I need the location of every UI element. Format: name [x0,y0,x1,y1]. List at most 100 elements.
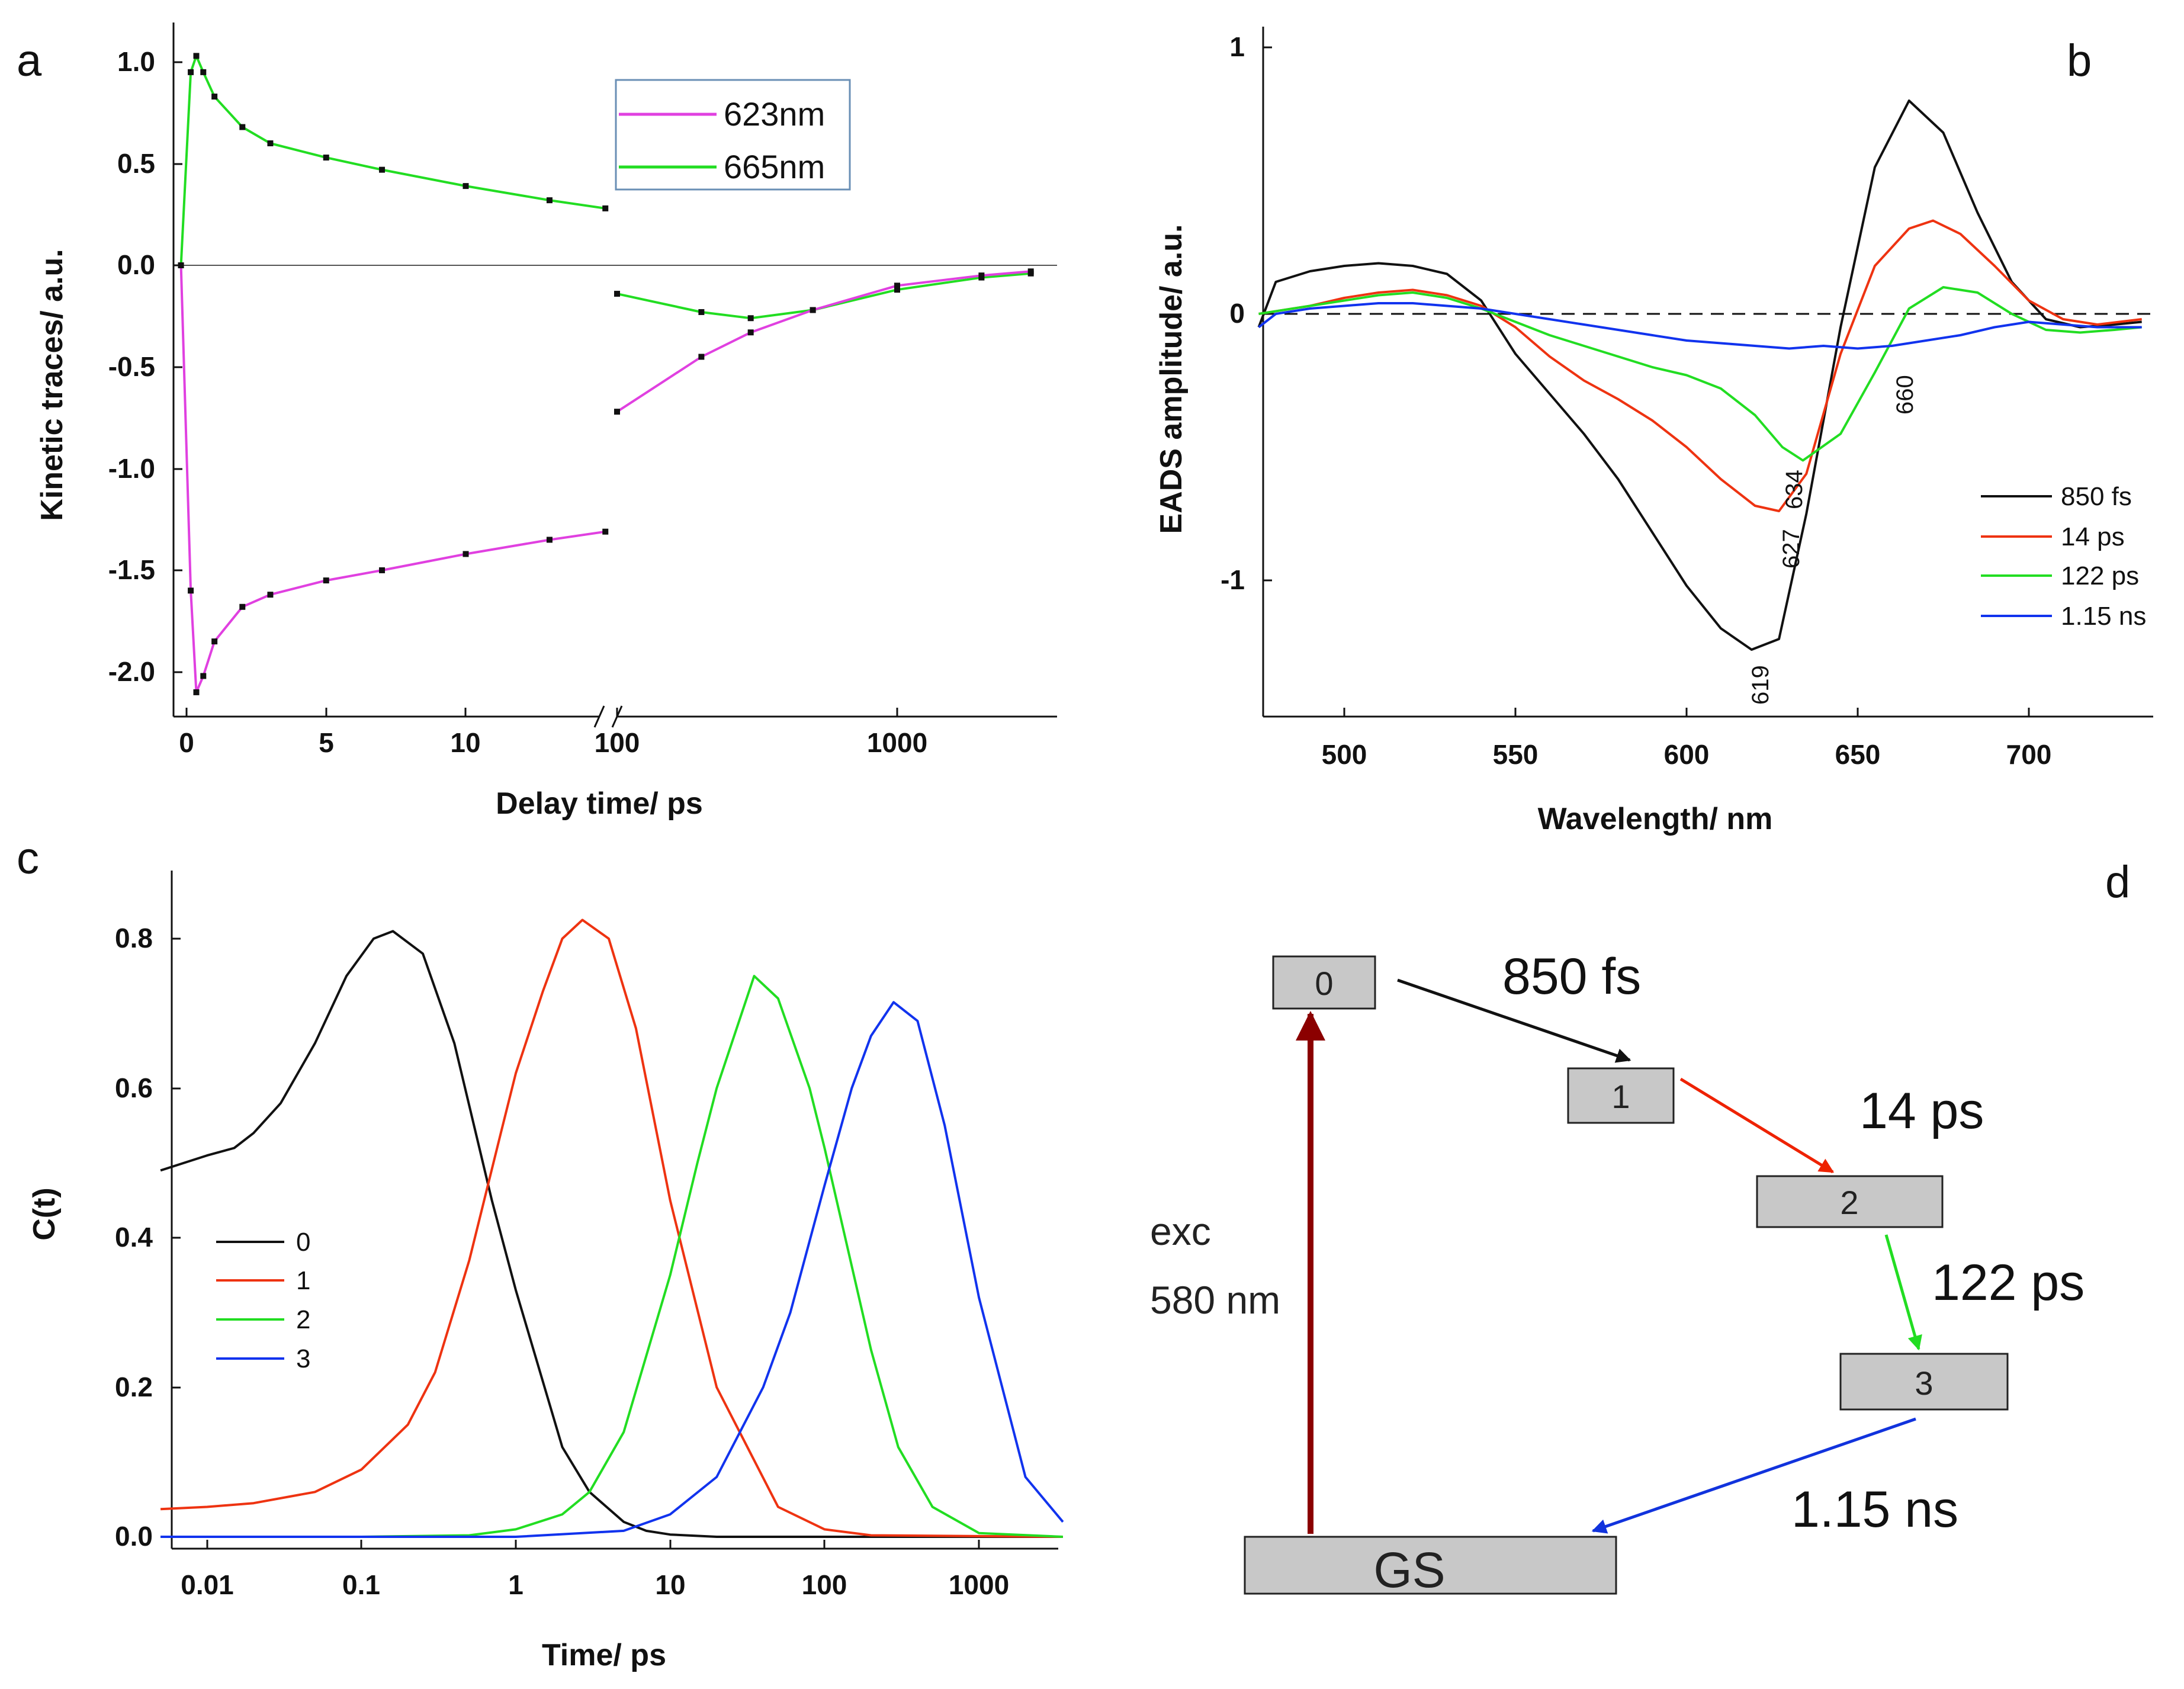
concentration-2 [160,975,1063,1538]
panel-b-xtick: 700 [2006,739,2052,770]
panel-c-yticks: 0.0 0.2 0.4 0.6 0.8 [115,923,181,1552]
panel-c-xticks: 0.01 0.1 1 10 100 1000 [181,1540,1009,1600]
data-point-623nm [463,551,469,557]
ground-state-box [1244,1536,1617,1595]
panel-b-label: b [2067,36,2092,86]
panel-c-ytick: 0.8 [115,923,153,953]
data-point-623nm [188,587,194,594]
data-point-665nm [267,140,274,147]
series-623nm-late [616,270,1031,413]
data-point-665nm [323,155,329,161]
panel-a-yticks: 1.0 0.5 0.0 -0.5 -1.0 -1.5 -2.0 [108,46,182,687]
panel-b-yticks: 1 0 -1 [1221,31,1272,595]
data-point-665nm [463,183,469,190]
data-point-665nm [379,166,386,173]
data-point-623nm [200,673,207,679]
panel-a: a Kinetic traces/ a.u. Delay time/ ps 1.… [17,23,1057,821]
legend-label-1-15ns: 1.15 ns [2061,602,2146,631]
state-3-box [1839,1353,2009,1411]
data-point-623nm [747,329,754,336]
data-point-665nm [239,124,246,130]
lifetime-14ps: 14 ps [1859,1083,1984,1139]
panel-b-ylabel: EADS amplitude/ a.u. [1154,224,1189,534]
panel-b-xticks: 500 550 600 650 700 [1322,708,2052,770]
legend-label-850fs: 850 fs [2061,482,2132,511]
panel-a-xlabel: Delay time/ ps [496,786,703,821]
panel-c-label: c [17,833,39,884]
panel-a-xtick: 5 [319,727,334,758]
data-point-623nm [193,689,200,695]
panel-b-xlabel: Wavelength/ nm [1538,802,1773,836]
panel-a-ytick: -0.5 [108,351,155,382]
panel-c-ytick: 0.6 [115,1073,153,1103]
concentration-3 [160,1001,1064,1538]
panel-c-ytick: 0.4 [115,1222,153,1253]
panel-a-ylabel: Kinetic traces/ a.u. [35,249,69,521]
data-point-623nm [323,577,329,584]
panel-b-ytick: 0 [1229,298,1245,329]
eads-14ps [1258,219,2142,512]
panel-b-xtick: 550 [1493,739,1539,770]
data-point-665nm [894,287,900,293]
annotation-619: 619 [1748,665,1774,705]
data-point-623nm [379,567,386,573]
lifetime-1-15ns: 1.15 ns [1791,1481,1958,1538]
data-point-623nm [698,354,705,360]
data-point-665nm [602,205,609,211]
data-point-623nm [614,409,620,415]
lifetime-850fs: 850 fs [1502,948,1641,1005]
panel-a-ytick: -2.0 [108,656,155,687]
panel-b-ytick: -1 [1221,564,1245,595]
panel-d: d 0 1 2 3 GS 850 fs 14 ps 122 ps 1.15 ns… [1150,857,2130,1598]
legend-label-1: 1 [296,1266,310,1295]
legend-label-122ps: 122 ps [2061,561,2139,590]
panel-c-xlabel: Time/ ps [542,1638,666,1672]
state-2-box [1756,1175,1944,1228]
state-0-box [1272,955,1376,1010]
panel-a-ytick: -1.5 [108,554,155,585]
legend-label-623nm: 623nm [724,95,825,133]
panel-a-ytick: 0.0 [117,249,155,280]
state-0-label: 0 [1315,965,1333,1002]
excitation-label: exc [1150,1209,1211,1253]
data-point-623nm [178,262,184,268]
series-665nm-late [616,272,1031,320]
panel-c-ylabel: C(t) [27,1187,62,1241]
legend-label-665nm: 665nm [724,148,825,185]
data-point-665nm [188,69,194,75]
panel-a-xticks: 0 5 10 100 1000 [179,708,927,758]
data-point-665nm [211,94,218,100]
arrow-1-to-2 [1679,1077,1835,1174]
panel-d-label: d [2105,857,2130,907]
legend-label-3: 3 [296,1344,310,1373]
series-623nm-early [179,265,606,693]
annotation-634: 634 [1781,470,1807,509]
concentration-1 [160,919,1063,1538]
panel-a-xtick: 1000 [867,727,927,758]
panel-a-xtick: 10 [450,727,480,758]
panel-b-ytick: 1 [1229,31,1245,62]
data-point-623nm [1027,268,1034,275]
state-2-label: 2 [1840,1184,1858,1221]
panel-b-xtick: 600 [1664,739,1710,770]
state-1-label: 1 [1611,1078,1630,1115]
panel-a-ytick: 1.0 [117,46,155,77]
panel-a-series [178,53,1034,695]
data-point-623nm [894,282,900,289]
arrow-2-to-3 [1884,1234,1922,1351]
panel-b-series [1257,99,2142,651]
panel-c-xtick: 0.1 [342,1569,380,1600]
eads-122ps [1258,286,2142,462]
eads-1-15ns [1258,302,2142,350]
data-point-623nm [978,272,985,279]
panel-c-ytick: 0.2 [115,1372,153,1402]
legend-label-0: 0 [296,1228,310,1257]
legend-label-2: 2 [296,1305,310,1334]
data-point-665nm [747,315,754,322]
data-point-665nm [200,69,207,75]
panel-a-ytick: 0.5 [117,148,155,179]
data-point-665nm [546,197,553,204]
arrow-3-to-gs [1591,1417,1916,1534]
panel-b-xtick: 650 [1835,739,1881,770]
